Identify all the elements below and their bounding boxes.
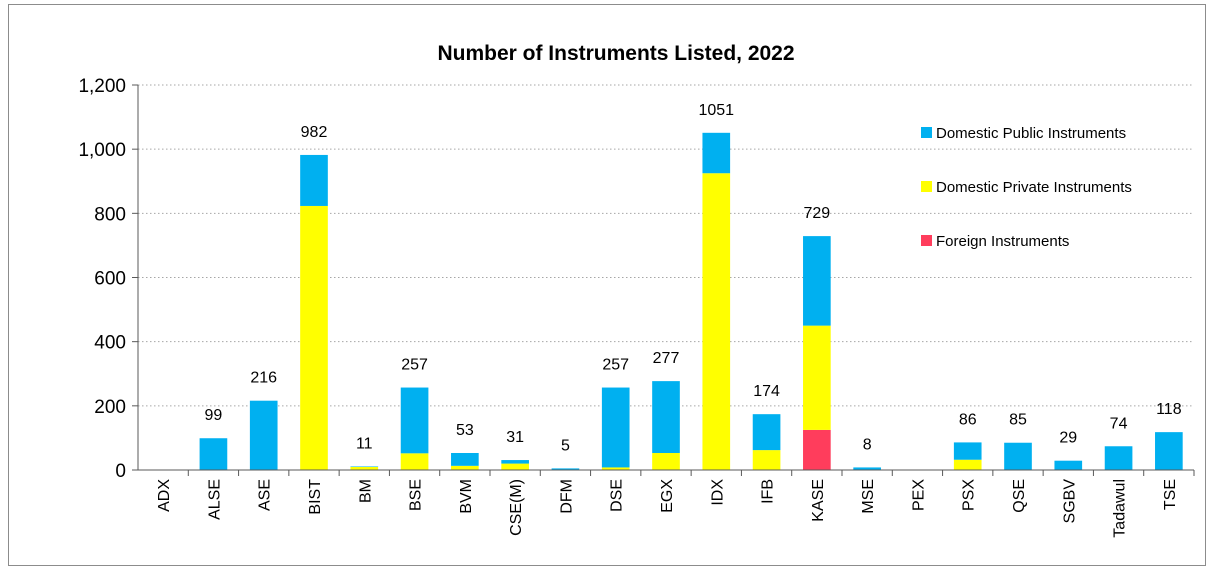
bar-segment — [752, 414, 781, 451]
legend: Domestic Public Instruments Domestic Priv… — [921, 125, 1132, 250]
data-label: 174 — [753, 383, 780, 400]
data-label: 99 — [205, 407, 223, 424]
data-label: 5 — [561, 437, 570, 454]
bar-segment — [300, 154, 328, 206]
x-tick-label: EGX — [659, 479, 676, 513]
bar-segment — [702, 173, 731, 470]
x-tick-label: QSE — [1011, 479, 1028, 513]
x-tick-label: IFB — [760, 479, 777, 504]
bar-segment — [451, 465, 479, 470]
x-tick-label: KASE — [810, 479, 827, 522]
bar-segment — [652, 381, 680, 453]
bar-segment — [350, 466, 379, 467]
bar-segment — [803, 429, 831, 470]
y-tick-label: 800 — [94, 204, 126, 225]
data-label: 118 — [1156, 401, 1182, 418]
chart-frame — [8, 4, 1206, 566]
bar-segment — [652, 452, 680, 470]
y-tick-label: 0 — [115, 461, 126, 482]
data-label: 86 — [959, 411, 977, 428]
chart-title: Number of Instruments Listed, 2022 — [437, 42, 794, 65]
x-tick-label: IDX — [709, 479, 726, 506]
bar-segment — [249, 400, 278, 470]
legend-label: Domestic Public Instruments — [936, 125, 1126, 142]
bar-segment — [601, 467, 630, 470]
x-tick-label: CSE(M) — [508, 479, 525, 536]
x-tick-label: MSE — [860, 479, 877, 514]
bar-segment — [1004, 442, 1032, 470]
data-label: 29 — [1059, 430, 1077, 447]
x-tick-label: PSX — [961, 479, 978, 511]
bar-segment — [752, 450, 781, 470]
data-label: 8 — [863, 436, 872, 453]
x-tick-label: Tadawul — [1112, 479, 1129, 538]
bar-segment — [853, 467, 881, 470]
data-label: 1051 — [698, 102, 734, 119]
y-tick-label: 1,200 — [78, 76, 126, 97]
x-tick-label: ASE — [257, 479, 274, 511]
bar-segment — [451, 452, 479, 466]
data-label: 257 — [401, 357, 428, 374]
bar-segment — [702, 132, 731, 174]
x-tick-label: ADX — [156, 479, 173, 512]
legend-swatch — [921, 235, 932, 246]
x-tick-label: BSE — [408, 479, 425, 511]
data-label: 216 — [250, 370, 277, 387]
x-tick-label: SGBV — [1061, 479, 1078, 524]
data-label: 53 — [456, 422, 474, 439]
bar-segment — [1104, 446, 1133, 470]
x-tick-label: DSE — [609, 479, 626, 512]
data-label: 277 — [653, 350, 680, 367]
y-tick-label: 400 — [94, 333, 126, 354]
data-label: 982 — [301, 124, 328, 141]
legend-label: Domestic Private Instruments — [936, 179, 1132, 196]
bar-segment — [953, 442, 982, 460]
bar-segment — [1155, 432, 1183, 470]
bar-segment — [501, 460, 529, 464]
bars — [199, 132, 1183, 470]
x-tick-label: TSE — [1162, 479, 1179, 510]
bar-segment — [501, 463, 529, 470]
legend-swatch — [921, 127, 932, 138]
bar-segment — [1054, 460, 1083, 470]
x-tick-label: BIST — [307, 479, 324, 515]
y-tick-label: 1,000 — [78, 140, 126, 161]
x-tick-label: BM — [357, 479, 374, 503]
y-axis: 0 200 400 600 800 1,000 1,200 — [78, 76, 139, 482]
bar-segment — [199, 438, 228, 470]
x-tick-label: BVM — [458, 479, 475, 514]
x-axis: ADX ALSE ASE BIST BM BSE BVM CSE(M) DFM DSE EGX IDX… — [138, 469, 1195, 538]
x-tick-label: PEX — [910, 479, 927, 511]
y-tick-label: 200 — [94, 397, 126, 418]
data-label: 85 — [1009, 412, 1027, 429]
data-label: 729 — [804, 205, 831, 222]
bar-segment — [400, 453, 429, 470]
bar-segment — [803, 325, 831, 430]
bar-segment — [400, 387, 429, 454]
bar-segment — [350, 466, 379, 470]
legend-label: Foreign Instruments — [936, 233, 1069, 250]
data-labels: 99 216 982 11 257 53 31 5 257 277 1051 174 729 8 86 85 2… — [205, 102, 1182, 455]
bar-segment — [601, 387, 630, 468]
legend-swatch — [921, 181, 932, 192]
data-label: 74 — [1110, 415, 1128, 432]
x-tick-label: ALSE — [206, 479, 223, 520]
bar-segment — [953, 459, 982, 470]
bar-segment — [803, 236, 831, 326]
data-label: 31 — [506, 429, 524, 446]
bar-segment — [551, 468, 580, 470]
x-tick-label: DFM — [558, 479, 575, 514]
y-tick-label: 600 — [94, 269, 126, 290]
data-label: 257 — [602, 357, 629, 374]
data-label: 11 — [356, 435, 373, 452]
bar-segment — [300, 205, 328, 470]
